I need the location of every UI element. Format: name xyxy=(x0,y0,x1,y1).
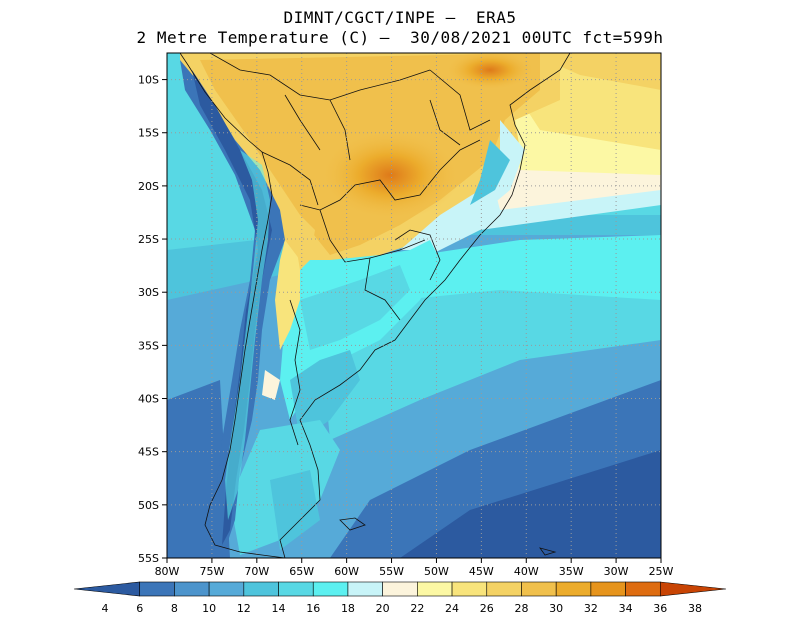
colorbar-segment xyxy=(243,581,279,597)
colorbar-segment xyxy=(139,581,175,597)
colorbar-label: 16 xyxy=(306,602,320,615)
lon-tick-label: 40W xyxy=(514,565,539,578)
colorbar-segment xyxy=(382,581,418,597)
lat-tick-label: 50S xyxy=(138,499,159,512)
lat-tick-label: 55S xyxy=(138,552,159,565)
hot-core xyxy=(320,130,460,220)
colorbar-label: 28 xyxy=(514,602,528,615)
colorbar-label: 22 xyxy=(410,602,424,615)
axis-ticks: 80W 75W 70W 65W 60W 55W 50W 45W 40W 35W 30W 25W 10S 1… xyxy=(138,74,674,578)
colorbar-label: 10 xyxy=(202,602,216,615)
colorbar-label: 6 xyxy=(136,602,143,615)
colorbar-label: 4 xyxy=(102,602,109,615)
colorbar-segment xyxy=(174,581,210,597)
lat-tick-label: 15S xyxy=(138,127,159,140)
lon-tick-label: 25W xyxy=(649,565,674,578)
colorbar-segment xyxy=(486,581,522,597)
colorbar-label: 14 xyxy=(272,602,286,615)
lon-tick-label: 50W xyxy=(424,565,449,578)
colorbar-label: 20 xyxy=(376,602,390,615)
map-frame xyxy=(166,52,662,559)
lon-tick-label: 65W xyxy=(289,565,314,578)
colorbar-segment xyxy=(278,581,314,597)
lat-tick-label: 20S xyxy=(138,180,159,193)
colorbar-label: 34 xyxy=(619,602,633,615)
colorbar-label: 8 xyxy=(171,602,178,615)
lon-tick-label: 45W xyxy=(469,565,494,578)
colorbar-label: 26 xyxy=(480,602,494,615)
lat-tick-label: 45S xyxy=(138,446,159,459)
colorbar-label: 32 xyxy=(584,602,598,615)
colorbar-label: 24 xyxy=(445,602,459,615)
temperature-field xyxy=(167,53,661,558)
colorbar-segment xyxy=(590,581,626,597)
lon-tick-label: 35W xyxy=(559,565,584,578)
colorbar-label: 18 xyxy=(341,602,355,615)
chart-title-line2: 2 Metre Temperature (C) – 30/08/2021 00U… xyxy=(136,28,664,47)
colorbar-segment xyxy=(521,581,557,597)
colorbar: 4 6 8 10 12 14 16 18 20 22 24 26 28 30 32 34 36 38 xyxy=(73,581,727,615)
chart-title-line1: DIMNT/CGCT/INPE – ERA5 xyxy=(283,8,517,27)
colorbar-segment xyxy=(347,581,383,597)
lon-tick-label: 80W xyxy=(155,565,180,578)
lon-tick-label: 75W xyxy=(199,565,224,578)
lon-tick-label: 70W xyxy=(244,565,269,578)
colorbar-segment xyxy=(625,581,661,597)
colorbar-segment xyxy=(312,581,349,597)
colorbar-arrow-right xyxy=(659,581,727,597)
lat-tick-label: 10S xyxy=(138,74,159,87)
lon-tick-label: 55W xyxy=(379,565,404,578)
colorbar-label: 30 xyxy=(549,602,563,615)
colorbar-arrow-left xyxy=(73,581,141,597)
graticule xyxy=(167,53,661,558)
lat-tick-label: 35S xyxy=(138,339,159,352)
lon-tick-label: 60W xyxy=(334,565,359,578)
lat-tick-label: 30S xyxy=(138,286,159,299)
lat-tick-label: 40S xyxy=(138,393,159,406)
lat-tick-label: 25S xyxy=(138,233,159,246)
colorbar-label: 12 xyxy=(237,602,251,615)
colorbar-label: 38 xyxy=(688,602,702,615)
colorbar-segment xyxy=(555,581,592,597)
colorbar-label: 36 xyxy=(653,602,667,615)
coastlines xyxy=(179,53,571,558)
lon-tick-label: 30W xyxy=(604,565,629,578)
colorbar-segment xyxy=(208,581,245,597)
colorbar-segment xyxy=(451,581,488,597)
colorbar-segment xyxy=(417,581,453,597)
